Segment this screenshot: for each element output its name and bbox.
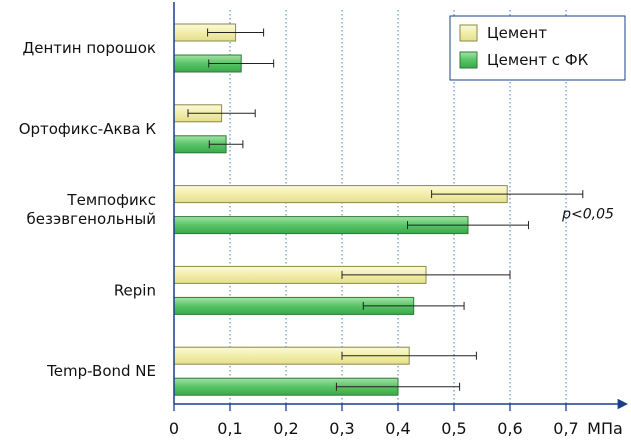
significance-note: p<0,05 (561, 207, 614, 223)
x-tick-label: 0,7 (553, 419, 578, 438)
grid-lines (229, 10, 567, 404)
legend-swatch (459, 24, 478, 42)
legend-label: Цемент с ФК (487, 51, 589, 69)
x-tick-label: 0,3 (329, 419, 354, 438)
x-tick-label: 0,6 (497, 419, 522, 438)
x-tick-label: 0,1 (217, 419, 242, 438)
category-label: Дентин порошок (23, 39, 156, 57)
bars-group (173, 23, 508, 396)
legend-swatch (459, 51, 478, 69)
category-label: Temp-Bond NE (46, 362, 156, 380)
annotations: p<0,05 (561, 207, 614, 223)
x-tick-label: 0,5 (441, 419, 466, 438)
category-labels: Дентин порошок Ортофикс-Аква К Темпофиксбе… (19, 39, 157, 380)
category-label: Ортофикс-Аква К (19, 120, 157, 138)
x-unit-label: МПа (587, 419, 623, 438)
x-tick-label: 0,4 (385, 419, 410, 438)
category-label: Темпофикс (66, 191, 156, 209)
x-tick-label: 0,2 (273, 419, 298, 438)
x-tick-labels: 0 0,1 0,2 0,3 0,4 0,5 0,6 0,7 МПа (169, 419, 623, 438)
legend: Цемент Цемент с ФК (449, 15, 626, 81)
category-label: безэвгенольный (27, 210, 156, 228)
category-label: Repin (114, 281, 156, 299)
error-bars-group (187, 28, 584, 391)
axes-group (173, 2, 629, 411)
x-tick-label: 0 (169, 419, 179, 438)
legend-label: Цемент (487, 24, 547, 42)
legend-box (449, 15, 626, 81)
